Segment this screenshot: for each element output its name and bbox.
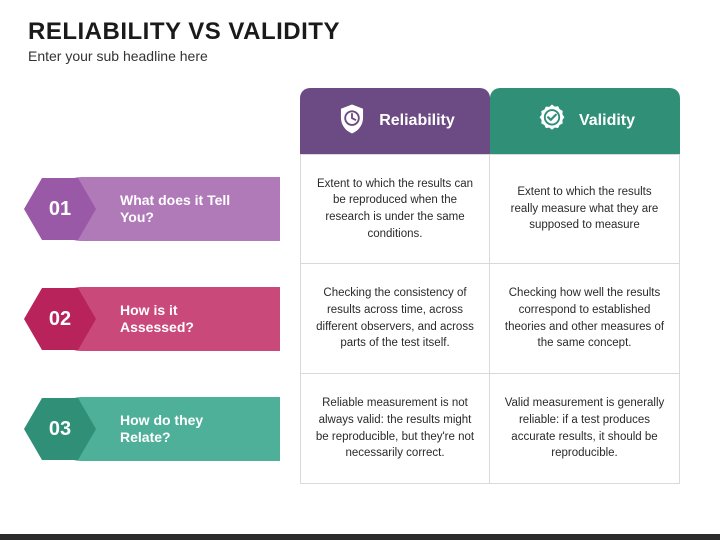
cell-reliability: Extent to which the results can be repro… <box>300 154 490 264</box>
column-header-validity: Validity <box>490 88 680 154</box>
shield-clock-icon <box>335 102 369 141</box>
cell-validity: Extent to which the results really measu… <box>490 154 680 264</box>
row-label: What does it Tell You? 01 <box>0 154 300 264</box>
row-hexagon: 01 <box>24 178 96 240</box>
page-subtitle: Enter your sub headline here <box>28 48 692 64</box>
row-number: 01 <box>49 198 71 221</box>
page-title: RELIABILITY VS VALIDITY <box>28 18 692 46</box>
row-question: What does it Tell You? <box>120 192 240 227</box>
cell-validity: Checking how well the results correspond… <box>490 264 680 374</box>
column-headers: Reliability Validity <box>300 88 680 154</box>
column-header-label: Validity <box>579 112 635 130</box>
table-row: How do they Relate? 03 Reliable measurem… <box>0 374 720 484</box>
table-rows: What does it Tell You? 01 Extent to whic… <box>0 154 720 484</box>
row-hexagon: 02 <box>24 288 96 350</box>
comparison-table: Reliability Validity What does it Tell Y… <box>0 88 720 540</box>
row-label: How is it Assessed? 02 <box>0 264 300 374</box>
column-header-reliability: Reliability <box>300 88 490 154</box>
row-number: 02 <box>49 308 71 331</box>
row-number: 03 <box>49 418 71 441</box>
header: RELIABILITY VS VALIDITY Enter your sub h… <box>0 0 720 72</box>
footer-bar <box>0 534 720 540</box>
row-question: How is it Assessed? <box>120 302 240 337</box>
seal-check-icon <box>535 102 569 141</box>
cell-validity: Valid measurement is generally reliable:… <box>490 374 680 484</box>
row-label: How do they Relate? 03 <box>0 374 300 484</box>
cell-reliability: Reliable measurement is not always valid… <box>300 374 490 484</box>
row-hexagon: 03 <box>24 398 96 460</box>
table-row: How is it Assessed? 02 Checking the cons… <box>0 264 720 374</box>
cell-reliability: Checking the consistency of results acro… <box>300 264 490 374</box>
column-header-label: Reliability <box>379 112 455 130</box>
row-question: How do they Relate? <box>120 412 240 447</box>
table-row: What does it Tell You? 01 Extent to whic… <box>0 154 720 264</box>
